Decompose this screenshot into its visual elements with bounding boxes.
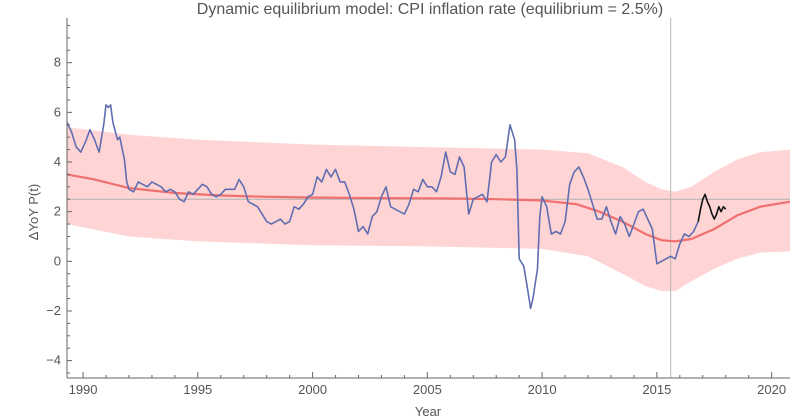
x-axis-label: Year xyxy=(415,404,442,416)
y-tick-label: 2 xyxy=(54,204,61,219)
y-tick-label: 4 xyxy=(54,154,61,169)
confidence-band xyxy=(67,127,790,292)
chart-title: Dynamic equilibrium model: CPI inflation… xyxy=(197,1,663,18)
y-tick-label: −2 xyxy=(46,303,61,318)
y-tick-label: 8 xyxy=(54,55,61,70)
band-area xyxy=(67,127,790,292)
series-lines xyxy=(66,104,791,310)
y-tick-label: −4 xyxy=(46,353,61,368)
y-tick-label: 6 xyxy=(54,104,61,119)
x-tick-label: 2015 xyxy=(642,382,671,397)
x-tick-label: 1990 xyxy=(69,382,98,397)
y-tick-label: 0 xyxy=(54,253,61,268)
x-tick-label: 1995 xyxy=(183,382,212,397)
post-data-series-line xyxy=(697,193,727,222)
x-tick-label: 2010 xyxy=(528,382,557,397)
axes: −4 −2 0 2 4 6 8 1990 1995 2000 2005 2010 2015 2020 xyxy=(46,18,790,397)
x-tick-label: 2005 xyxy=(413,382,442,397)
x-tick-label: 2020 xyxy=(757,382,786,397)
data-series-line xyxy=(66,104,699,310)
y-axis-label: ΔYoY P(t) xyxy=(26,184,41,240)
x-tick-label: 2000 xyxy=(298,382,327,397)
